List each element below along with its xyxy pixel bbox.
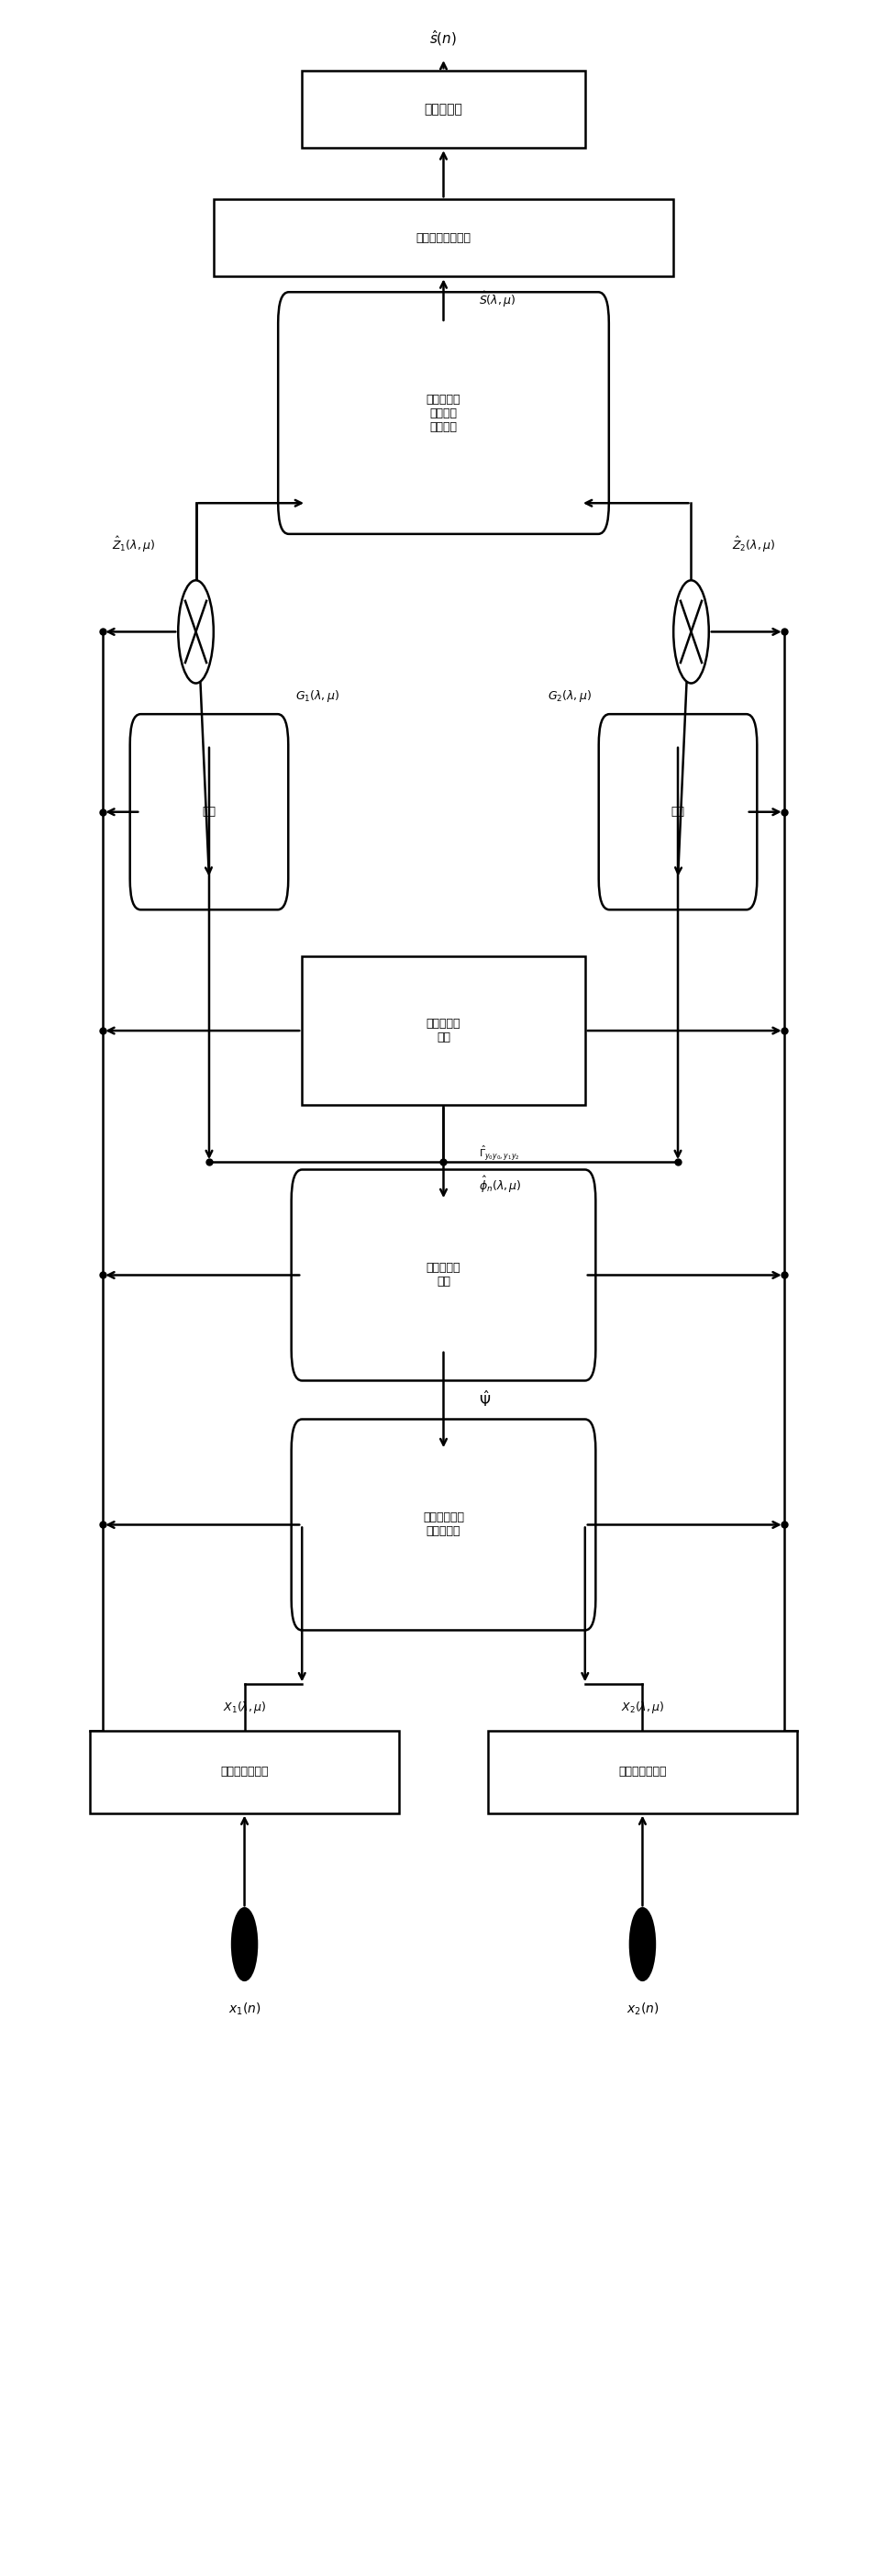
FancyBboxPatch shape (90, 1731, 399, 1814)
FancyBboxPatch shape (599, 714, 757, 909)
Text: $x_2(n)$: $x_2(n)$ (626, 2002, 659, 2017)
Text: 滤波: 滤波 (202, 806, 216, 817)
FancyBboxPatch shape (488, 1731, 797, 1814)
Text: $\hat{S}(\lambda,\mu)$: $\hat{S}(\lambda,\mu)$ (479, 291, 516, 309)
Text: $\hat{\Psi}$: $\hat{\Psi}$ (479, 1391, 491, 1409)
Text: $G_1(\lambda,\mu)$: $G_1(\lambda,\mu)$ (295, 688, 340, 703)
FancyBboxPatch shape (130, 714, 288, 909)
FancyBboxPatch shape (302, 956, 585, 1105)
Text: $X_2(\lambda,\mu)$: $X_2(\lambda,\mu)$ (621, 1700, 664, 1716)
Circle shape (630, 1909, 655, 1981)
Text: 混合相干性
估计: 混合相干性 估计 (427, 1262, 460, 1288)
Text: 滤波: 滤波 (671, 806, 685, 817)
Text: $G_2(\lambda,\mu)$: $G_2(\lambda,\mu)$ (547, 688, 592, 703)
Text: $\hat{s}(n)$: $\hat{s}(n)$ (429, 28, 458, 46)
Text: $\hat{Z}_1(\lambda,\mu)$: $\hat{Z}_1(\lambda,\mu)$ (112, 536, 155, 554)
FancyBboxPatch shape (214, 198, 673, 276)
Text: $X_1(\lambda,\mu)$: $X_1(\lambda,\mu)$ (223, 1700, 266, 1716)
FancyBboxPatch shape (291, 1419, 596, 1631)
Circle shape (232, 1909, 257, 1981)
Text: $\hat{\phi}_n(\lambda,\mu)$: $\hat{\phi}_n(\lambda,\mu)$ (479, 1175, 522, 1195)
FancyBboxPatch shape (291, 1170, 596, 1381)
Text: 短时傅里叶逆变换: 短时傅里叶逆变换 (416, 232, 471, 245)
Text: $\hat{Z}_2(\lambda,\mu)$: $\hat{Z}_2(\lambda,\mu)$ (732, 536, 775, 554)
Text: 语音增强器: 语音增强器 (424, 103, 463, 116)
Text: 短时傅里叶变换: 短时傅里叶变换 (221, 1765, 269, 1777)
FancyBboxPatch shape (279, 291, 608, 533)
Circle shape (178, 580, 214, 683)
Text: 最小方差无
失真响应
波束形成: 最小方差无 失真响应 波束形成 (427, 394, 460, 433)
Text: $x_1(n)$: $x_1(n)$ (228, 2002, 261, 2017)
Text: 噪声功率谱
估计: 噪声功率谱 估计 (427, 1018, 460, 1043)
Text: 相干性与散射
性信号估计: 相干性与散射 性信号估计 (423, 1512, 464, 1538)
FancyBboxPatch shape (302, 70, 585, 147)
Text: 短时傅里叶变换: 短时傅里叶变换 (618, 1765, 666, 1777)
Circle shape (673, 580, 709, 683)
Text: $\hat{\Gamma}_{y_0y_0,y_1y_2}$: $\hat{\Gamma}_{y_0y_0,y_1y_2}$ (479, 1144, 520, 1162)
